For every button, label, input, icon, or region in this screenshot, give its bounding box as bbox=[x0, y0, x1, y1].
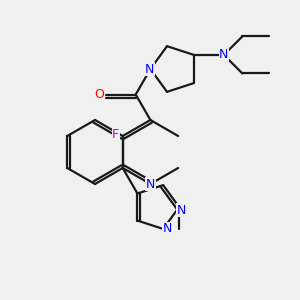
Text: N: N bbox=[163, 223, 172, 236]
Text: N: N bbox=[219, 48, 229, 62]
Text: N: N bbox=[145, 62, 154, 76]
Text: O: O bbox=[94, 88, 104, 101]
Text: F: F bbox=[112, 128, 119, 142]
Text: N: N bbox=[176, 203, 186, 217]
Text: N: N bbox=[146, 178, 155, 190]
